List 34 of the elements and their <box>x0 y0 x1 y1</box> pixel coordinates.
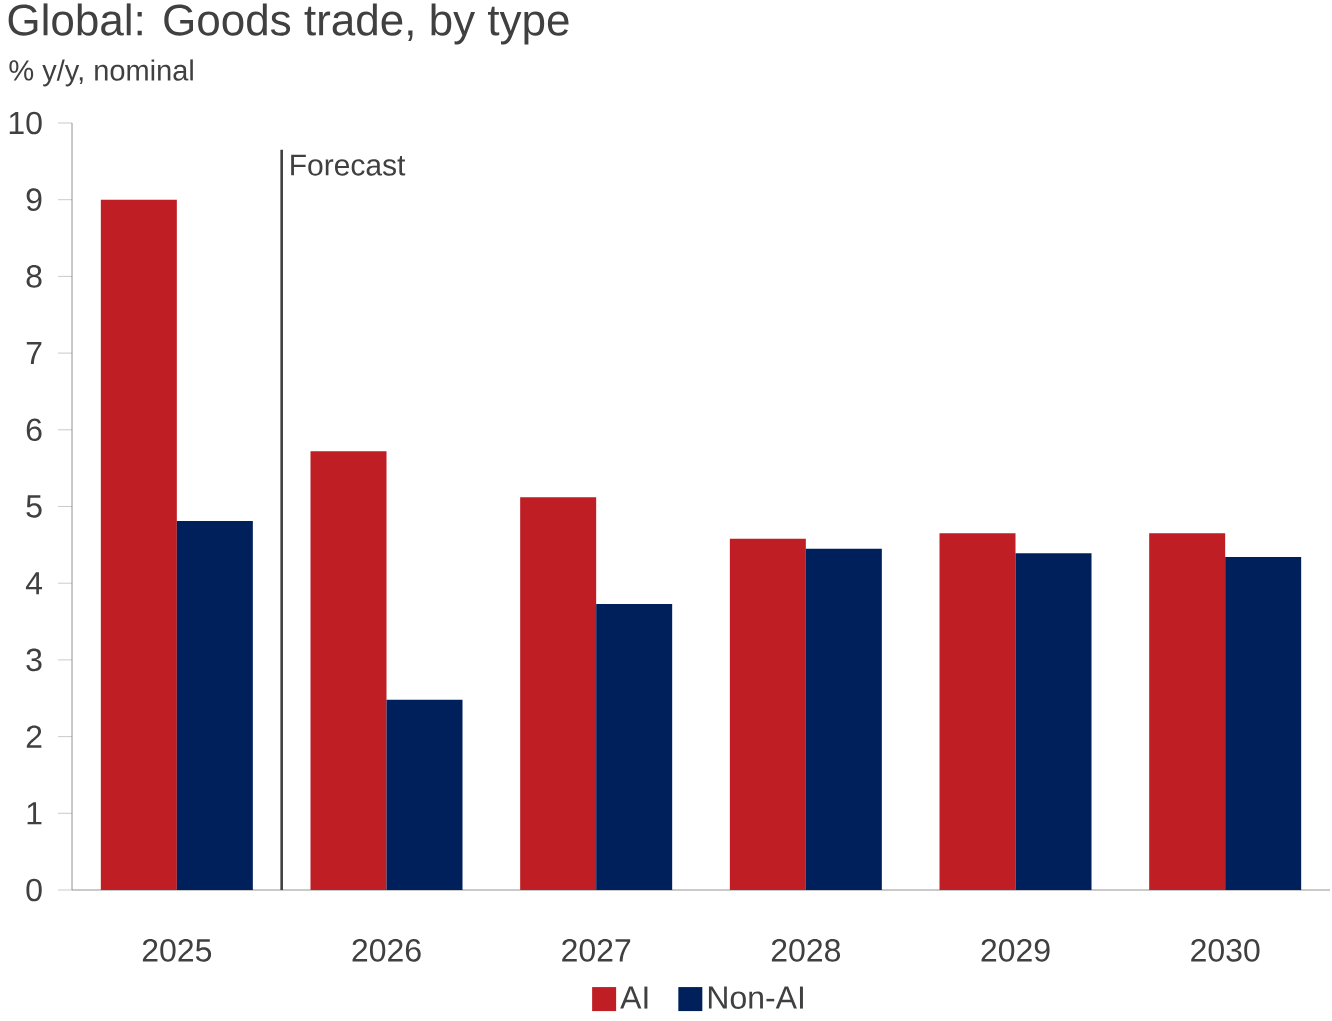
y-tick-label: 1 <box>27 802 42 825</box>
x-tick-label: 2026 <box>352 939 421 962</box>
y-tick-label: 2 <box>26 725 42 748</box>
legend-label: AI <box>620 986 648 1009</box>
bar <box>386 699 463 890</box>
bar <box>310 451 387 890</box>
y-tick-label: 5 <box>26 495 42 518</box>
x-tick-label: 2030 <box>1191 939 1260 962</box>
x-tick-label: 2029 <box>981 939 1050 962</box>
y-tick-label: 10 <box>9 111 42 135</box>
bar <box>805 548 882 890</box>
y-tick-label: 7 <box>26 342 42 365</box>
bar <box>176 521 253 890</box>
bar <box>1225 557 1302 890</box>
chart-title: Global: Goods trade, by type <box>8 3 569 45</box>
bar <box>1149 533 1226 890</box>
bar <box>1015 553 1092 890</box>
y-tick-label: 6 <box>26 418 42 442</box>
chart-subtitle: % y/y, nominal <box>9 59 193 87</box>
legend-label: Non-AI <box>708 986 803 1009</box>
y-tick-label: 3 <box>26 648 42 672</box>
y-tick-label: 4 <box>25 572 43 595</box>
bar <box>729 538 806 890</box>
x-tick-label: 2028 <box>771 939 841 962</box>
bar <box>100 199 177 890</box>
bar <box>939 533 1016 890</box>
bar <box>520 497 597 890</box>
y-tick-label: 8 <box>26 265 42 288</box>
bar <box>596 603 673 890</box>
y-tick-label: 9 <box>26 188 42 212</box>
x-tick-label: 2025 <box>142 939 212 962</box>
x-tick-label: 2027 <box>562 939 631 962</box>
annotation: Forecast <box>291 154 406 176</box>
y-tick-label: 0 <box>26 878 42 902</box>
